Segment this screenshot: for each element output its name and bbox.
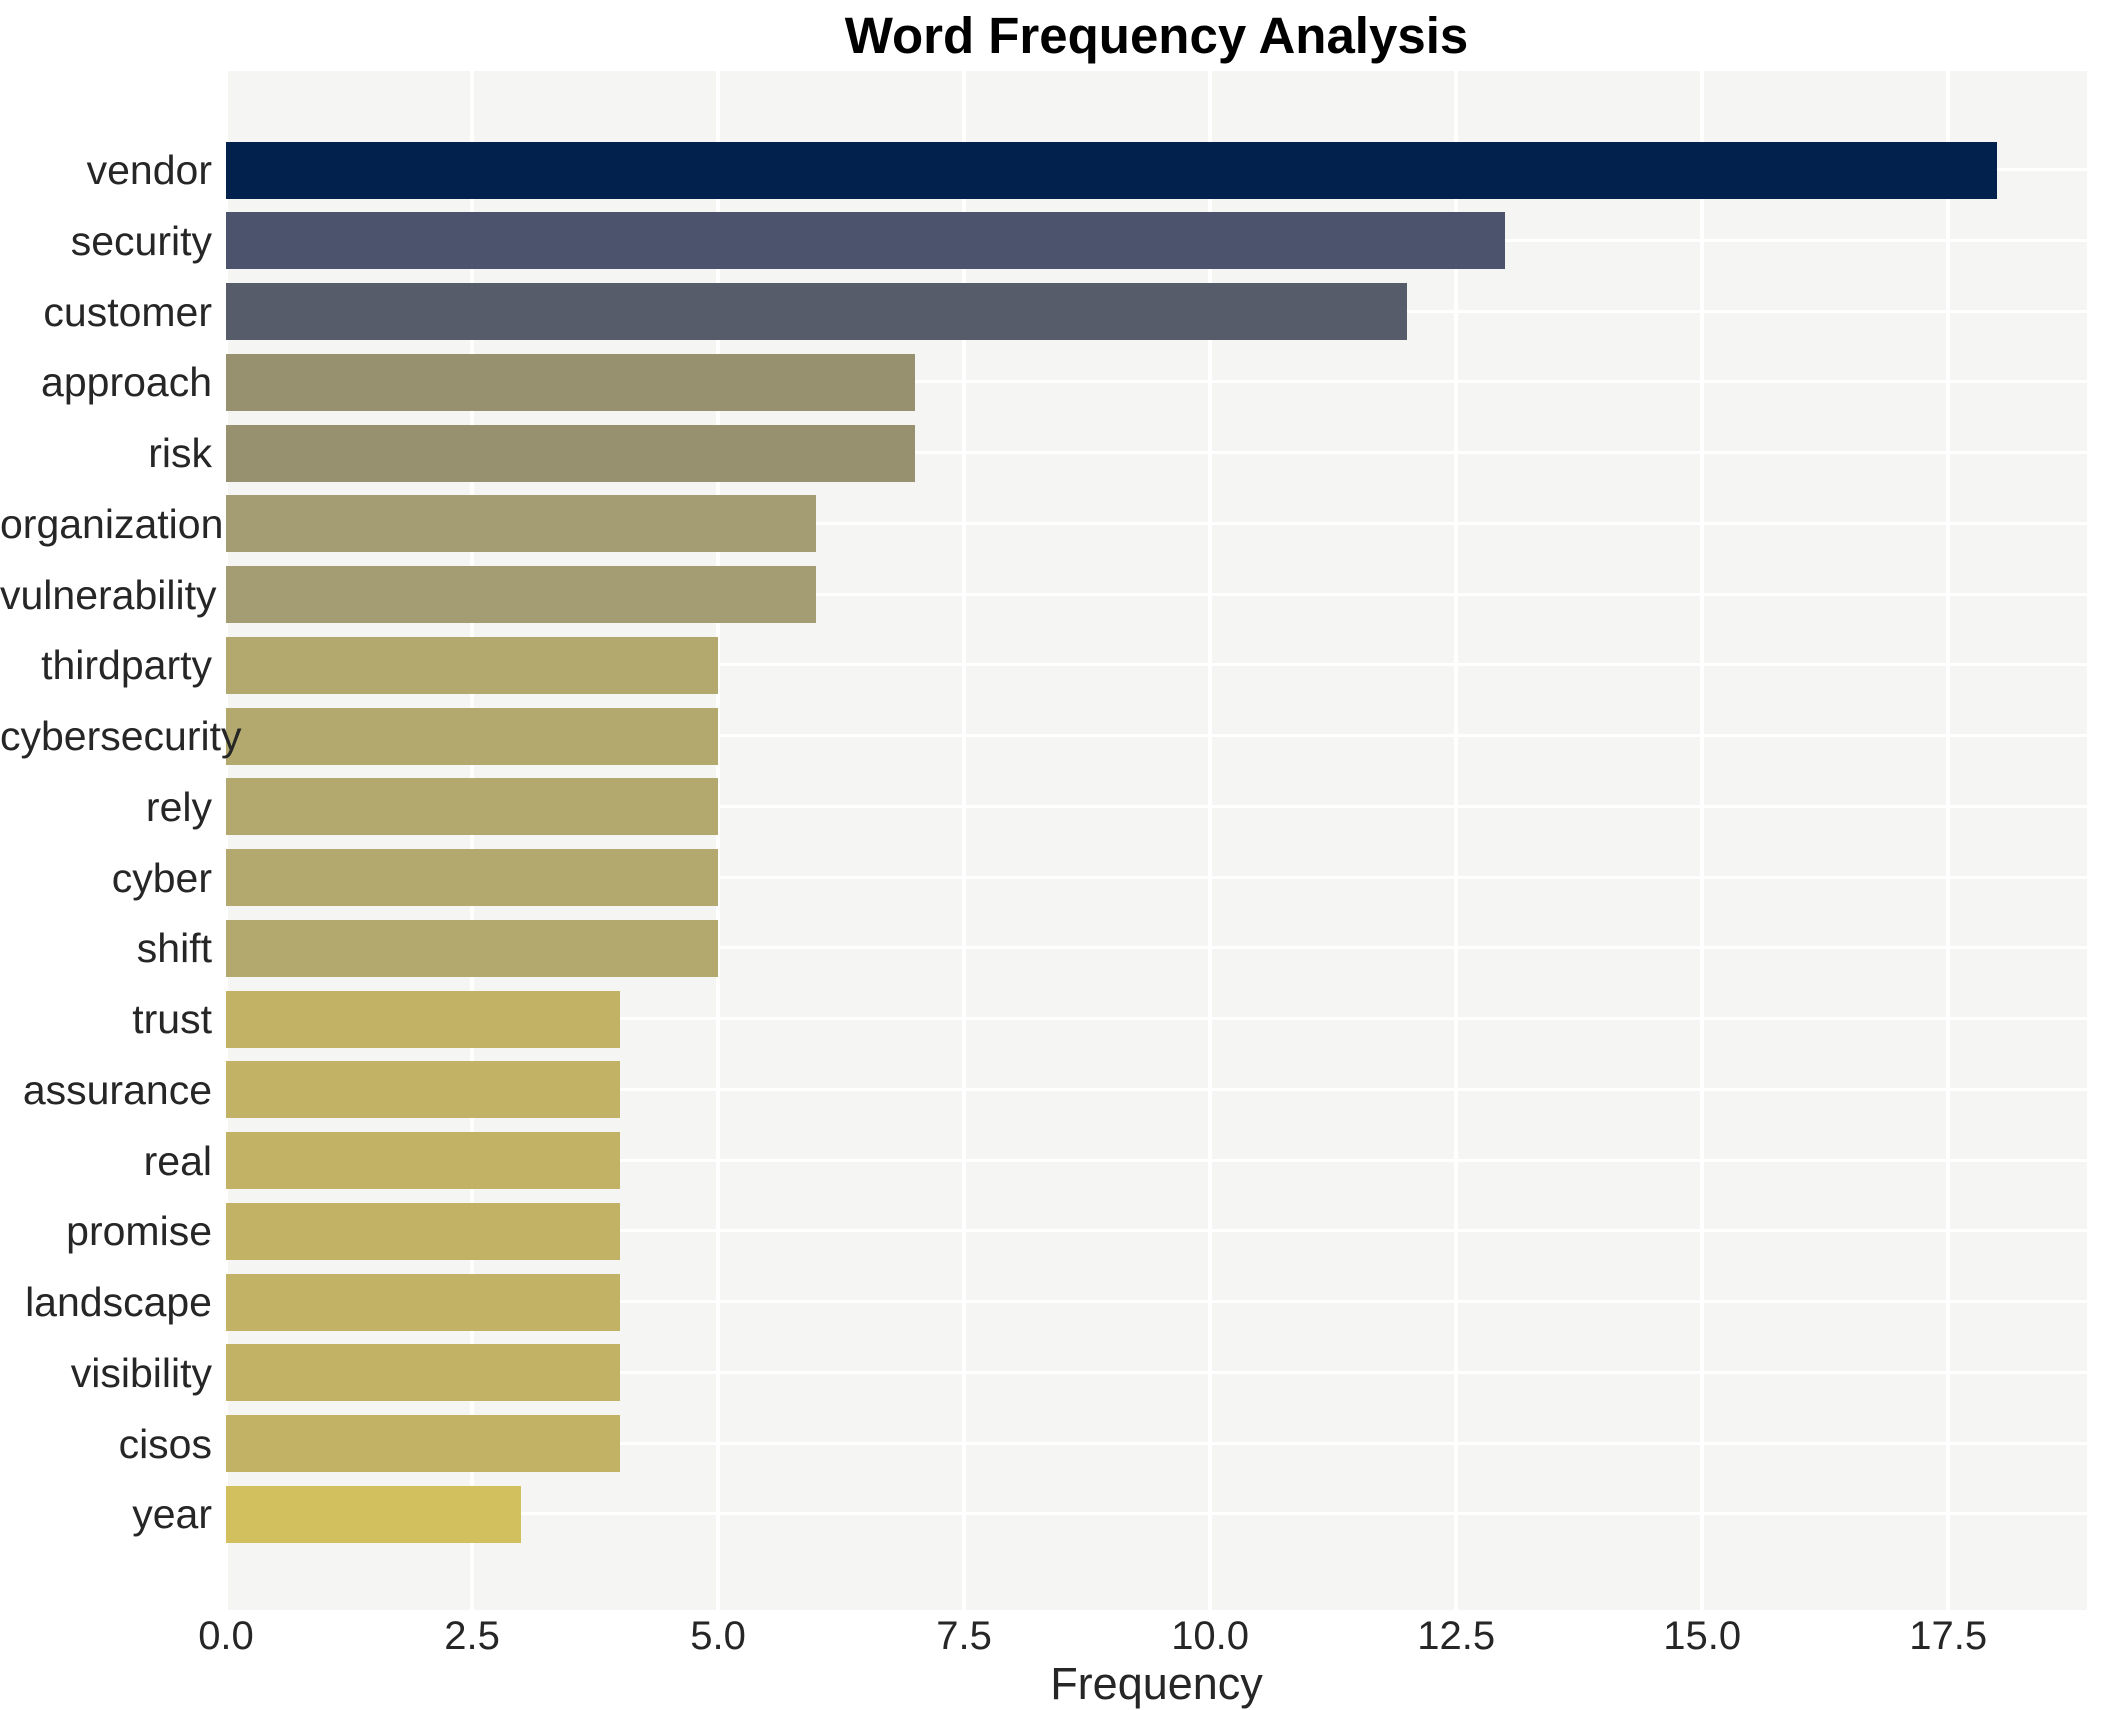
gridline-horizontal [226, 1229, 2087, 1233]
bar-rely [226, 778, 719, 836]
bar-real [226, 1132, 620, 1189]
bar-cisos [226, 1415, 620, 1472]
bar-vendor [226, 141, 1998, 199]
bar-security [226, 212, 1506, 270]
y-tick-label-trust: trust [132, 996, 212, 1042]
bar-shift [226, 919, 719, 977]
gridline-horizontal [226, 521, 2087, 525]
gridline-vertical [1208, 71, 1213, 1610]
gridline-horizontal [226, 1441, 2087, 1445]
y-tick-label-landscape: landscape [25, 1279, 212, 1325]
gridline-vertical [224, 71, 228, 1610]
x-tick-label-17.5: 17.5 [1909, 1614, 1988, 1658]
bar-promise [226, 1202, 620, 1260]
bar-risk [226, 424, 915, 482]
bar-cybersecurity [226, 707, 719, 765]
gridline-horizontal [226, 1017, 2087, 1020]
gridline-horizontal [226, 1300, 2087, 1303]
gridline-horizontal [226, 663, 2087, 667]
y-tick-label-customer: customer [43, 288, 212, 335]
gridline-horizontal [226, 946, 2087, 950]
bar-landscape [226, 1273, 620, 1331]
bar-thirdparty [226, 636, 719, 694]
gridline-horizontal [226, 1512, 2087, 1516]
gridline-horizontal [226, 1087, 2087, 1091]
y-tick-label-cybersecurity: cybersecurity [0, 713, 242, 759]
x-tick-label-15.0: 15.0 [1663, 1614, 1742, 1658]
x-tick-label-0.0: 0.0 [198, 1614, 254, 1658]
bar-approach [226, 353, 915, 411]
gridline-horizontal [226, 875, 2087, 879]
bar-customer [226, 283, 1407, 340]
plot-area [224, 71, 2087, 1610]
x-tick-label-7.5: 7.5 [936, 1614, 992, 1658]
y-tick-label-security: security [70, 217, 212, 264]
x-tick-label-5.0: 5.0 [690, 1614, 746, 1658]
y-tick-label-organization: organization [0, 500, 224, 547]
bar-year [226, 1485, 522, 1543]
y-tick-label-shift: shift [136, 925, 212, 972]
y-tick-label-assurance: assurance [22, 1066, 212, 1113]
x-axis-label: Frequency [1050, 1658, 1263, 1709]
y-tick-label-vulnerability: vulnerability [0, 571, 217, 618]
y-tick-label-rely: rely [145, 783, 212, 830]
gridline-vertical [716, 71, 721, 1610]
bar-cyber [226, 849, 719, 906]
x-tick-label-12.5: 12.5 [1417, 1614, 1496, 1658]
x-tick-label-2.5: 2.5 [444, 1614, 500, 1658]
y-tick-label-year: year [132, 1491, 212, 1538]
y-tick-label-cisos: cisos [118, 1420, 212, 1467]
bar-organization [226, 495, 817, 553]
gridline-vertical [1946, 71, 1951, 1610]
gridline-vertical [1700, 71, 1705, 1610]
gridline-horizontal [226, 380, 2087, 384]
gridline-horizontal [226, 1370, 2087, 1374]
gridline-horizontal [226, 1158, 2087, 1162]
y-tick-label-approach: approach [41, 359, 212, 406]
chart-title: Word Frequency Analysis [844, 7, 1469, 64]
x-tick-label-10.0: 10.0 [1171, 1614, 1250, 1658]
gridline-horizontal [226, 804, 2087, 808]
gridline-vertical [962, 71, 967, 1610]
y-tick-label-thirdparty: thirdparty [41, 642, 212, 689]
y-tick-label-promise: promise [66, 1208, 212, 1255]
bar-vulnerability [226, 566, 817, 623]
gridline-horizontal [226, 451, 2087, 454]
bar-trust [226, 990, 620, 1048]
gridline-vertical [470, 71, 475, 1610]
bar-assurance [226, 1061, 620, 1119]
y-tick-label-vendor: vendor [86, 147, 212, 193]
bar-visibility [226, 1344, 620, 1402]
gridline-vertical [1454, 71, 1459, 1610]
gridline-horizontal [226, 734, 2087, 737]
y-tick-label-visibility: visibility [70, 1349, 212, 1396]
y-tick-label-risk: risk [148, 430, 212, 476]
gridline-horizontal [226, 592, 2087, 596]
y-tick-label-real: real [143, 1137, 212, 1184]
y-tick-label-cyber: cyber [111, 854, 212, 901]
